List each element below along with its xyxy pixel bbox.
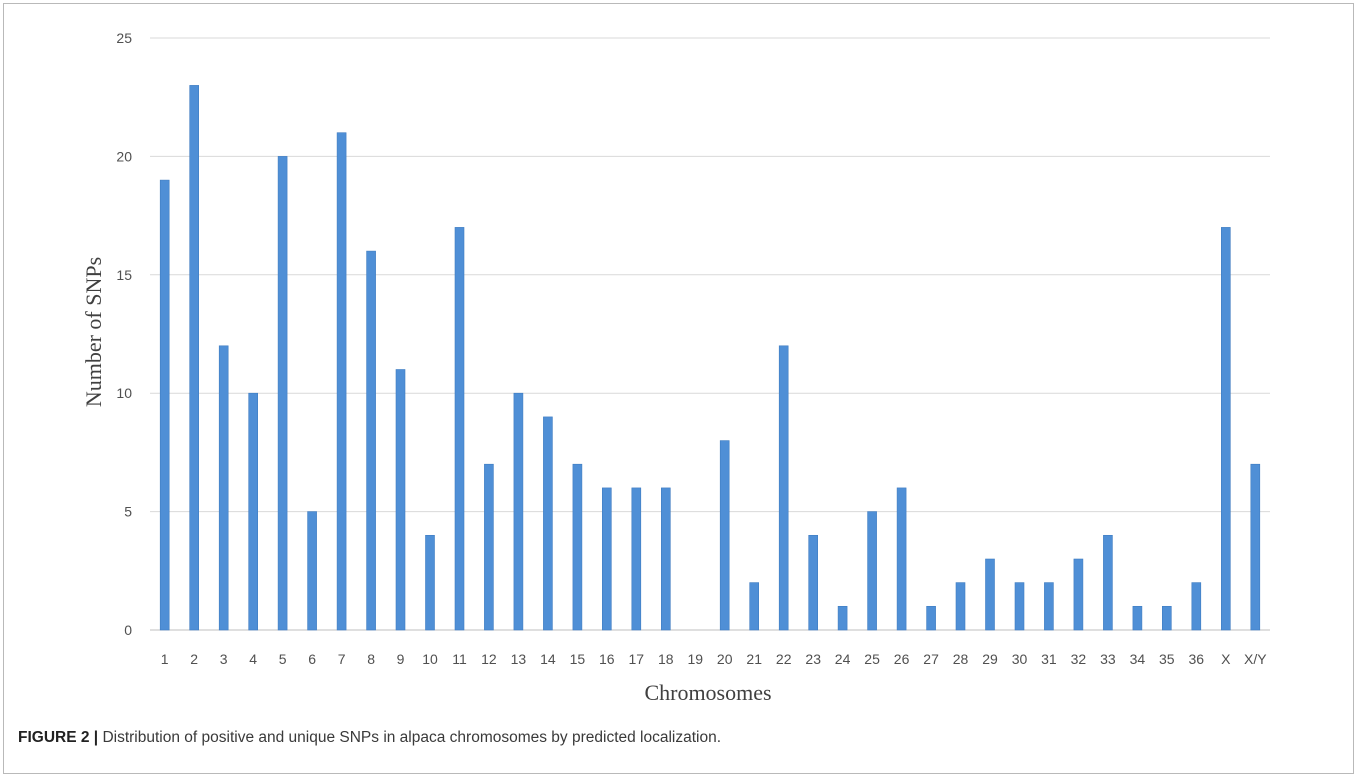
x-tick-label: 17 bbox=[629, 651, 645, 667]
x-tick-label: 16 bbox=[599, 651, 615, 667]
bar-13 bbox=[513, 392, 524, 631]
bar-35 bbox=[1162, 605, 1172, 631]
bar-17 bbox=[631, 487, 642, 631]
bar-21 bbox=[749, 582, 760, 631]
bar-18 bbox=[660, 487, 671, 631]
bar-33 bbox=[1103, 534, 1113, 631]
bar-12 bbox=[484, 463, 494, 631]
figure-frame: 0 5 10 15 20 25 1 2 3 4 5 6 7 8 9 10 11 12 13 14 15 16 17 18 19… bbox=[3, 3, 1354, 774]
bars bbox=[159, 85, 1261, 631]
bar-14 bbox=[543, 416, 553, 631]
bar-30 bbox=[1014, 582, 1025, 631]
x-tick-label: 6 bbox=[308, 651, 316, 667]
bar-26 bbox=[896, 487, 907, 631]
gridlines bbox=[150, 37, 1270, 631]
x-tick-label: 8 bbox=[367, 651, 375, 667]
bar-7 bbox=[336, 132, 347, 631]
bar-31 bbox=[1044, 582, 1054, 631]
x-tick-label: 18 bbox=[658, 651, 674, 667]
x-tick-label: 11 bbox=[452, 651, 467, 667]
x-tick-label: 10 bbox=[422, 651, 438, 667]
bar-4 bbox=[248, 392, 258, 631]
bar-27 bbox=[926, 605, 936, 631]
figure-caption: FIGURE 2 | Distribution of positive and … bbox=[18, 729, 1318, 747]
bar-23 bbox=[808, 534, 819, 631]
caption-text: Distribution of positive and unique SNPs… bbox=[102, 729, 722, 746]
bar-9 bbox=[395, 369, 406, 631]
y-tick-label: 20 bbox=[116, 148, 132, 164]
x-tick-label: 33 bbox=[1100, 651, 1116, 667]
x-tick-label: 35 bbox=[1159, 651, 1175, 667]
x-tick-label: 26 bbox=[894, 651, 910, 667]
x-tick-label: 14 bbox=[540, 651, 556, 667]
bar-29 bbox=[985, 558, 995, 631]
y-tick-labels: 0 5 10 15 20 25 bbox=[116, 30, 132, 638]
x-tick-label: 20 bbox=[717, 651, 733, 667]
bar-X-Y bbox=[1250, 463, 1261, 631]
x-tick-label: 12 bbox=[481, 651, 497, 667]
y-tick-label: 0 bbox=[124, 622, 132, 638]
x-tick-label: 22 bbox=[776, 651, 792, 667]
x-tick-label: 2 bbox=[190, 651, 198, 667]
x-tick-label: 34 bbox=[1130, 651, 1146, 667]
x-tick-label: 3 bbox=[220, 651, 228, 667]
bar-X bbox=[1221, 227, 1231, 631]
x-tick-label: 23 bbox=[805, 651, 821, 667]
x-tick-labels: 1 2 3 4 5 6 7 8 9 10 11 12 13 14 15 16 17 18 19 20 21 22 23 24 2… bbox=[161, 651, 1267, 667]
caption-separator: | bbox=[89, 729, 103, 746]
bar-10 bbox=[425, 534, 435, 631]
y-tick-label: 5 bbox=[124, 504, 132, 520]
x-tick-label: 27 bbox=[923, 651, 939, 667]
x-tick-label: 24 bbox=[835, 651, 851, 667]
x-tick-label: 21 bbox=[746, 651, 762, 667]
y-tick-label: 10 bbox=[116, 385, 132, 401]
x-tick-label: X bbox=[1221, 651, 1231, 667]
x-tick-label: 5 bbox=[279, 651, 287, 667]
bar-36 bbox=[1191, 582, 1202, 631]
x-tick-label: 15 bbox=[570, 651, 586, 667]
x-tick-label: 9 bbox=[397, 651, 405, 667]
x-tick-label: 31 bbox=[1041, 651, 1057, 667]
bar-22 bbox=[778, 345, 789, 631]
x-tick-label: 28 bbox=[953, 651, 969, 667]
bar-5 bbox=[277, 156, 288, 631]
x-tick-label: 30 bbox=[1012, 651, 1028, 667]
y-axis-title: Number of SNPs bbox=[81, 257, 106, 407]
bar-28 bbox=[955, 582, 966, 631]
x-tick-label: 1 bbox=[161, 651, 169, 667]
bar-24 bbox=[837, 605, 848, 631]
y-tick-label: 25 bbox=[116, 30, 132, 46]
bar-32 bbox=[1073, 558, 1084, 631]
bar-3 bbox=[218, 345, 229, 631]
bar-11 bbox=[454, 227, 465, 631]
bar-6 bbox=[307, 511, 317, 631]
bar-16 bbox=[601, 487, 612, 631]
x-tick-label: 25 bbox=[864, 651, 880, 667]
bar-8 bbox=[366, 250, 376, 631]
bar-25 bbox=[867, 511, 877, 631]
x-axis-title: Chromosomes bbox=[644, 680, 771, 705]
bar-1 bbox=[159, 179, 170, 631]
caption-label: FIGURE 2 bbox=[18, 729, 90, 746]
x-tick-label: 32 bbox=[1071, 651, 1087, 667]
x-tick-label: 13 bbox=[511, 651, 527, 667]
y-tick-label: 15 bbox=[116, 267, 132, 283]
x-tick-label: 29 bbox=[982, 651, 998, 667]
x-tick-label: X/Y bbox=[1244, 651, 1267, 667]
x-tick-label: 7 bbox=[338, 651, 346, 667]
bar-20 bbox=[719, 440, 730, 631]
x-tick-label: 36 bbox=[1189, 651, 1205, 667]
bar-15 bbox=[572, 463, 583, 631]
x-tick-label: 4 bbox=[249, 651, 257, 667]
x-tick-label: 19 bbox=[688, 651, 704, 667]
bar-2 bbox=[189, 85, 199, 631]
bar-34 bbox=[1132, 605, 1143, 631]
